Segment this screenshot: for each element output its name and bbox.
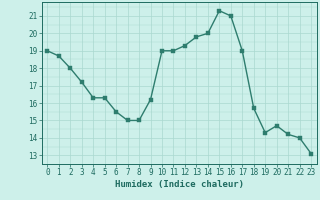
X-axis label: Humidex (Indice chaleur): Humidex (Indice chaleur) [115, 180, 244, 189]
